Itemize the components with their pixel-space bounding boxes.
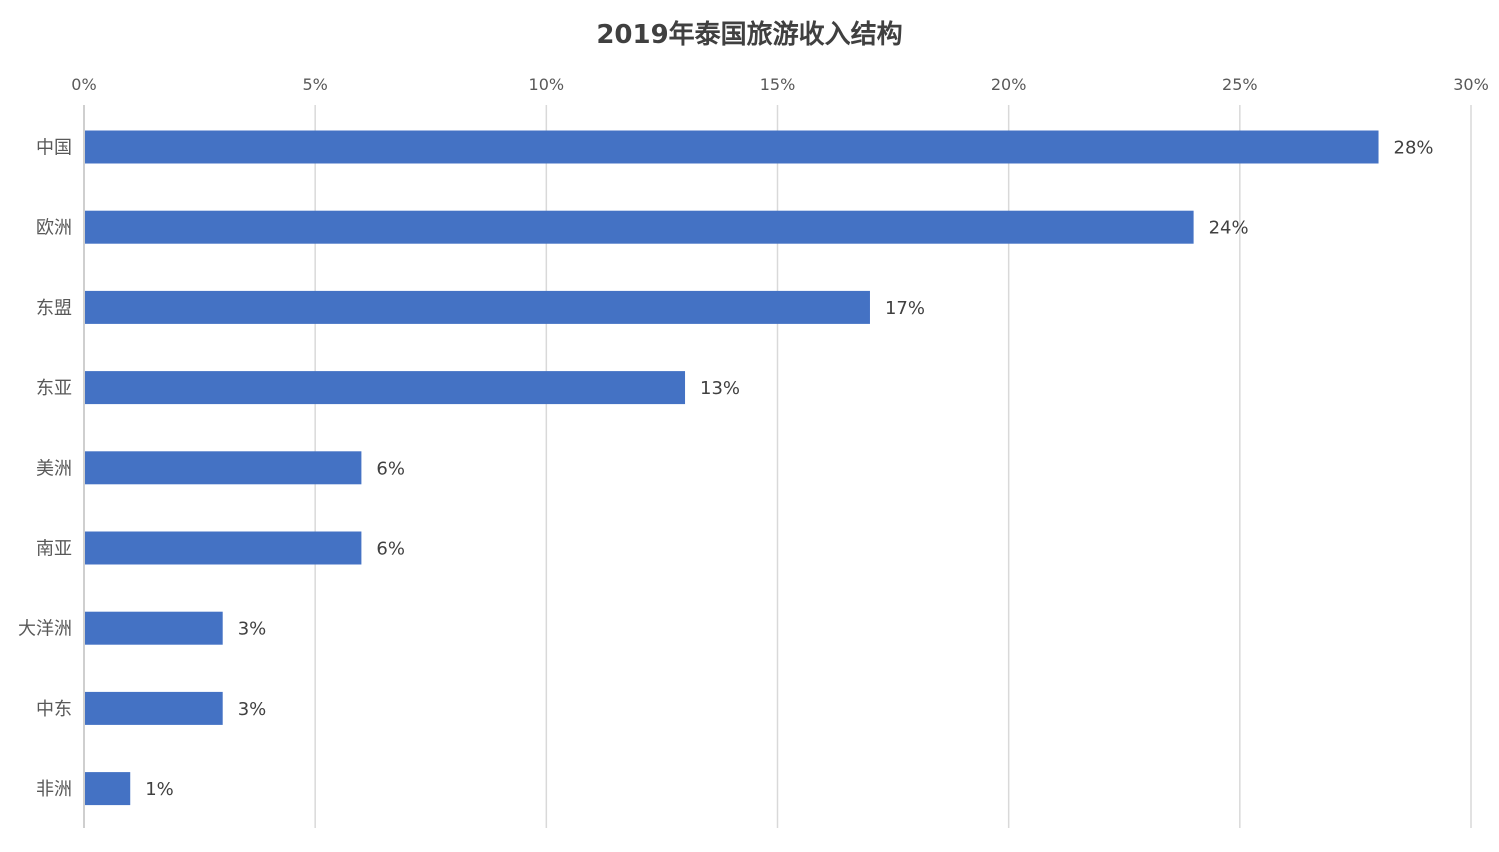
- x-tick-label: 5%: [302, 75, 327, 94]
- data-label: 1%: [145, 779, 174, 800]
- data-label: 6%: [376, 458, 405, 479]
- category-label: 大洋洲: [18, 619, 72, 640]
- data-label: 28%: [1394, 138, 1434, 159]
- bar: [85, 371, 686, 405]
- x-tick-label: 25%: [1222, 75, 1258, 94]
- bar: [85, 691, 223, 725]
- bar: [85, 451, 362, 485]
- data-label: 24%: [1209, 218, 1249, 239]
- chart-title: 2019年泰国旅游收入结构: [596, 20, 903, 50]
- bar: [85, 210, 1194, 244]
- data-label: 3%: [238, 619, 267, 640]
- x-tick-label: 0%: [71, 75, 96, 94]
- category-label: 东亚: [36, 378, 72, 399]
- x-tick-label: 15%: [760, 75, 796, 94]
- bar: [85, 531, 362, 565]
- bar: [85, 290, 870, 324]
- category-label: 南亚: [36, 539, 72, 560]
- bar: [85, 772, 131, 806]
- category-label: 非洲: [36, 779, 72, 800]
- x-tick-label: 20%: [991, 75, 1027, 94]
- category-label: 中东: [36, 699, 72, 720]
- data-label: 3%: [238, 699, 267, 720]
- x-tick-label: 10%: [529, 75, 565, 94]
- x-tick-label: 30%: [1453, 75, 1489, 94]
- category-label: 东盟: [36, 298, 72, 319]
- data-label: 13%: [700, 378, 740, 399]
- category-label: 欧洲: [36, 218, 72, 239]
- bar: [85, 130, 1379, 164]
- bar: [85, 611, 223, 645]
- category-label: 美洲: [36, 458, 72, 479]
- category-label: 中国: [36, 138, 72, 159]
- data-label: 17%: [885, 298, 925, 319]
- data-label: 6%: [376, 539, 405, 560]
